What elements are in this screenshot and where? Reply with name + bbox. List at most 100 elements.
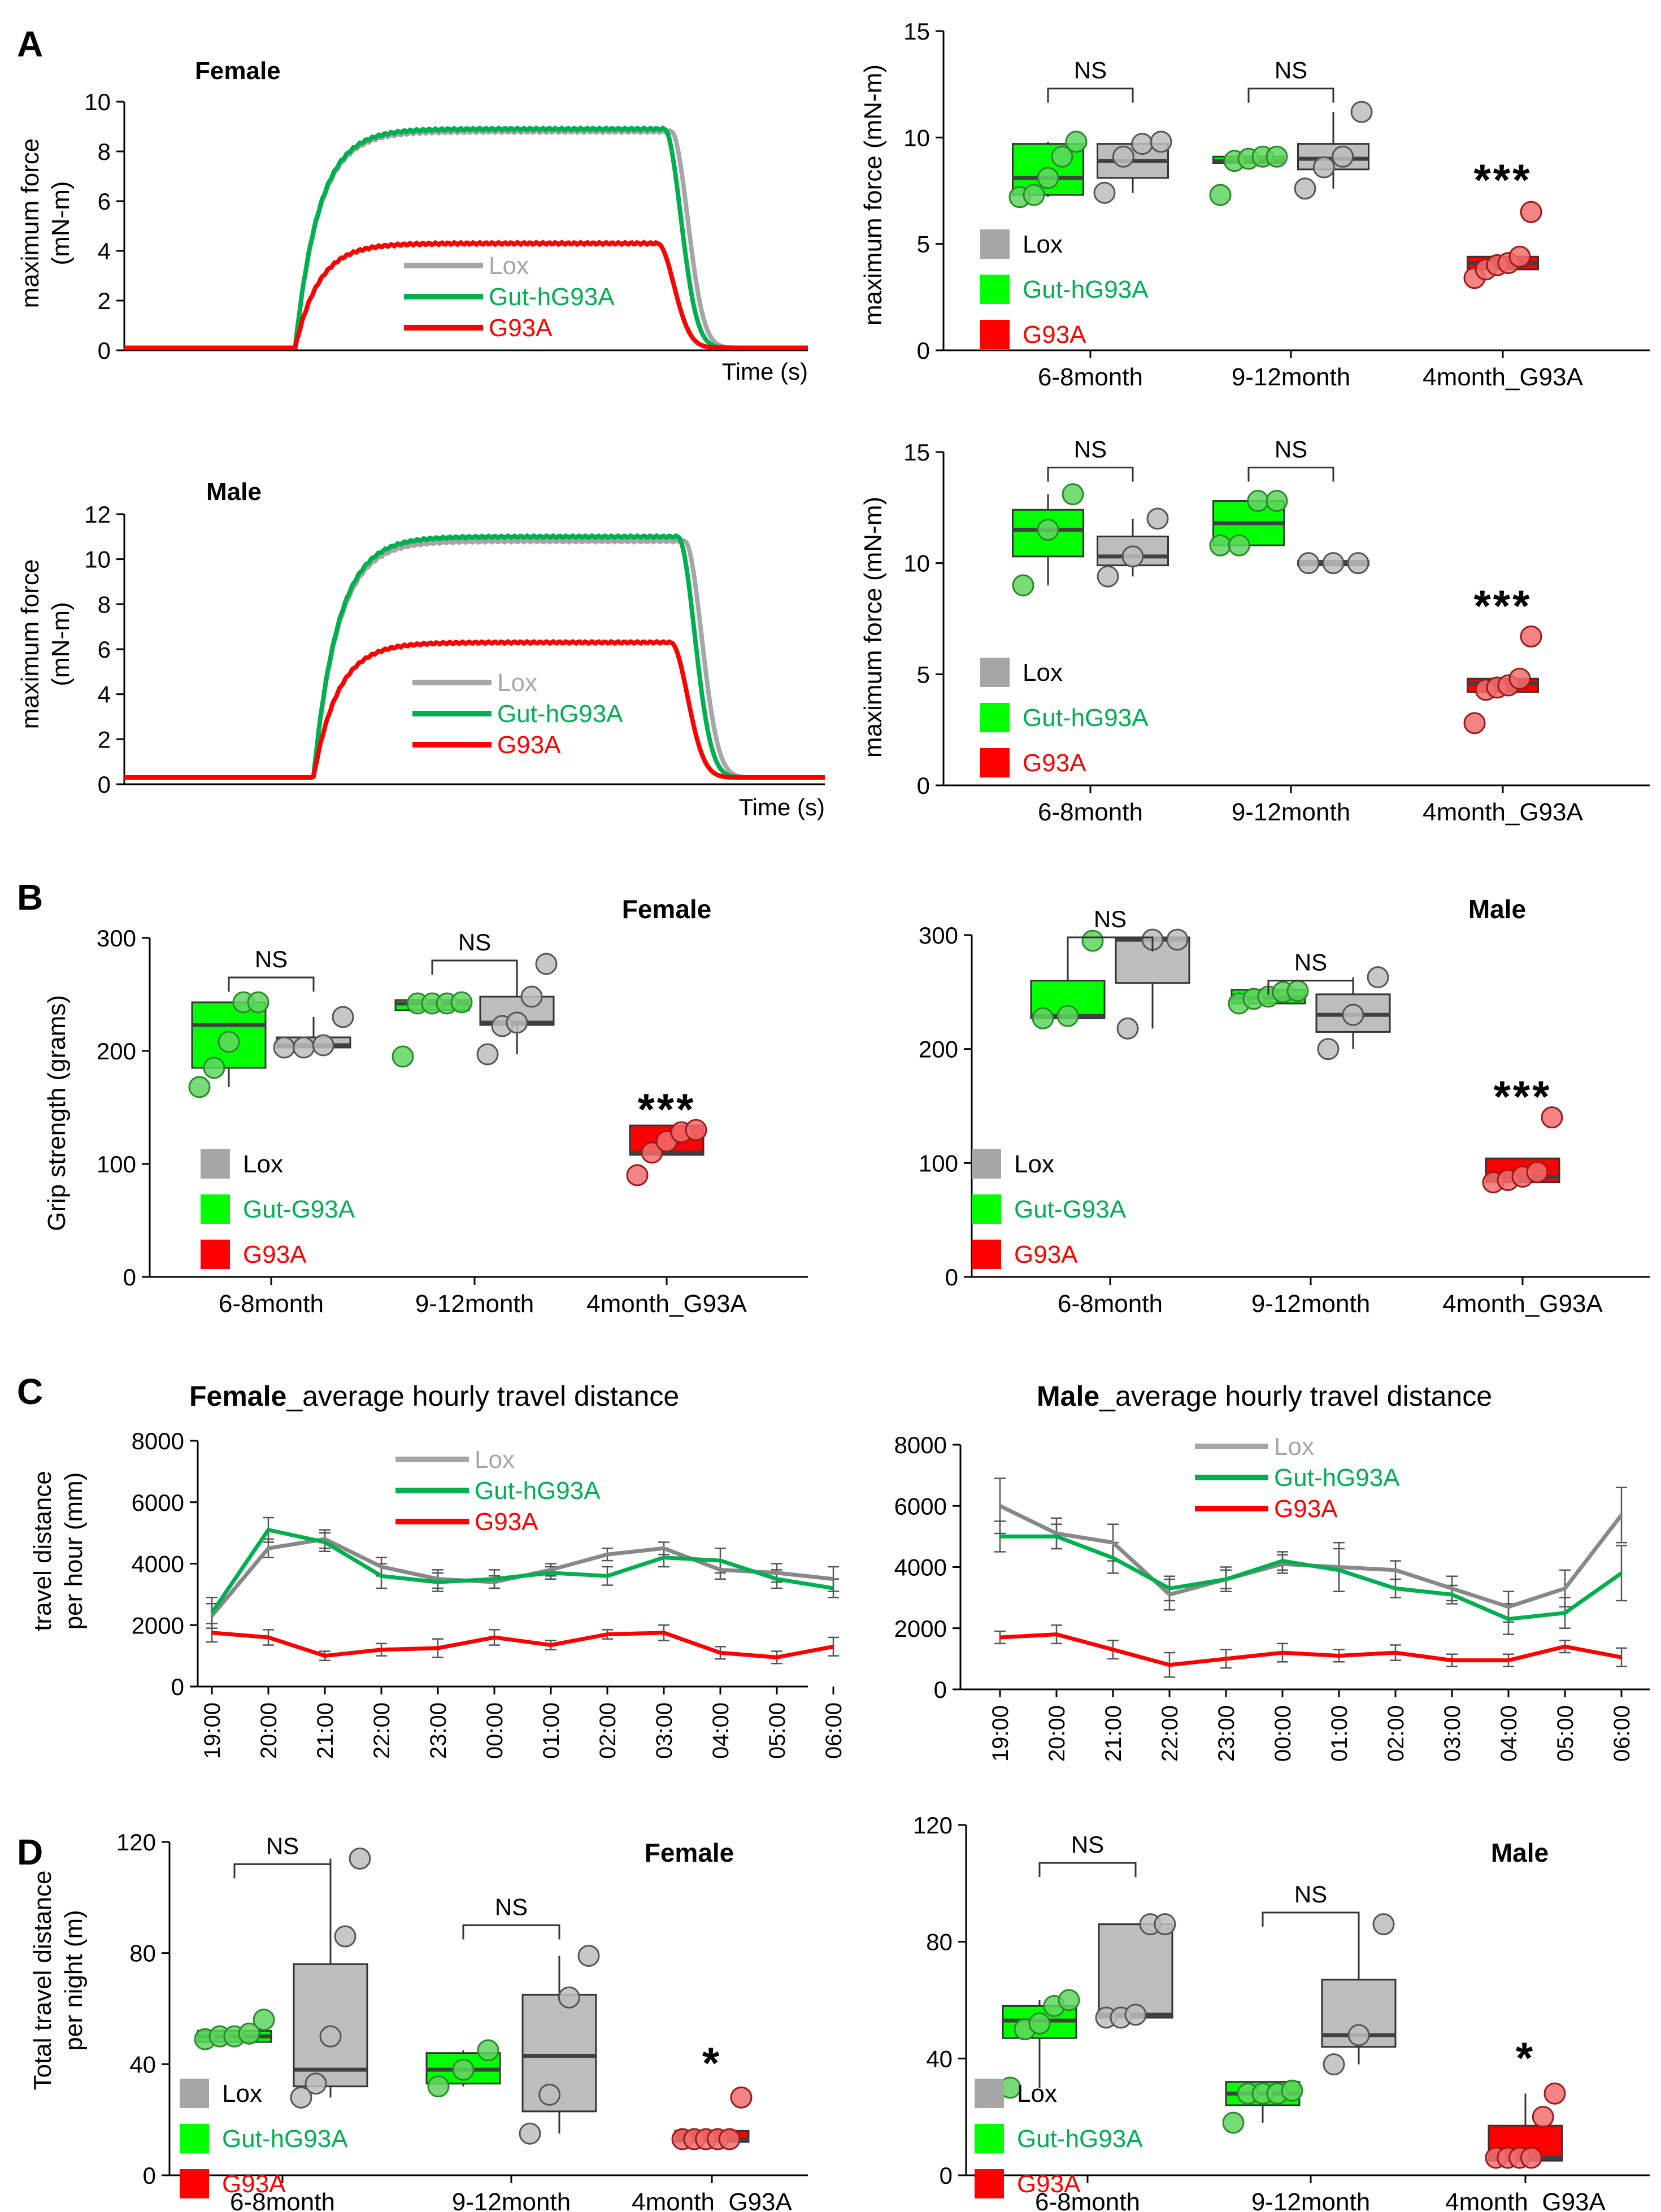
data-point bbox=[558, 1986, 580, 2009]
legend-label: G93A bbox=[243, 1241, 307, 1268]
x-tick-label: 20:00 bbox=[1045, 1705, 1069, 1762]
y-tick-label: 0 bbox=[123, 1264, 136, 1290]
ns-bracket bbox=[1067, 936, 1154, 952]
data-point bbox=[1541, 1106, 1563, 1129]
chart-c-male: Male_average hourly travel distance 0 200… bbox=[894, 1380, 1650, 1762]
ns-bracket bbox=[228, 976, 315, 992]
legend-label: G93A bbox=[475, 1508, 538, 1536]
legend-label: G93A bbox=[497, 731, 561, 759]
data-point bbox=[1342, 1003, 1364, 1026]
legend-swatch bbox=[980, 748, 1010, 777]
x-tick-label: 9-12month bbox=[1251, 1290, 1370, 1318]
ns-label: NS bbox=[266, 1832, 299, 1859]
panel-label-b: B bbox=[17, 877, 43, 918]
ns-bracket bbox=[1262, 1911, 1360, 1927]
y-tick-label: 2000 bbox=[894, 1615, 947, 1642]
y-tick-label: 80 bbox=[129, 1940, 156, 1967]
y-tick-label: 10 bbox=[903, 124, 930, 151]
y-axis-label: maximum force (mN-m) bbox=[859, 64, 887, 325]
chart-title-rest: _average hourly travel distance bbox=[1099, 1380, 1492, 1412]
y-tick-label: 0 bbox=[171, 1674, 184, 1700]
data-point bbox=[1037, 167, 1059, 189]
data-point bbox=[1347, 552, 1369, 575]
significance-label: *** bbox=[1473, 581, 1532, 631]
data-point bbox=[238, 2022, 260, 2045]
data-point bbox=[1508, 667, 1531, 690]
x-tick-label: 04:00 bbox=[708, 1702, 733, 1759]
series-line-gut-hg93a bbox=[210, 1527, 834, 1614]
ns-bracket bbox=[1247, 467, 1334, 482]
legend-label: Gut-hG93A bbox=[475, 1477, 601, 1505]
x-tick-label: 21:00 bbox=[313, 1702, 338, 1759]
series-line-g93a bbox=[211, 1631, 834, 1659]
chart-title: Female bbox=[645, 1838, 734, 1867]
x-tick-label: 06:00 bbox=[821, 1702, 846, 1759]
x-tick-label: 23:00 bbox=[426, 1702, 451, 1759]
data-point bbox=[1012, 574, 1034, 597]
y-axis-label: Grip strength (grams) bbox=[43, 995, 71, 1231]
series-line-gut-hg93a bbox=[124, 125, 808, 350]
chart-a-male-box: maximum force (mN-m) 0 5 10 15 6-8month 9-12m… bbox=[859, 436, 1650, 826]
data-point bbox=[349, 1848, 371, 1870]
x-tick-label: 01:00 bbox=[539, 1702, 564, 1759]
data-point bbox=[1266, 145, 1288, 168]
y-tick-label: 80 bbox=[926, 1929, 953, 1955]
y-tick-label: 4 bbox=[98, 238, 111, 264]
legend-swatch bbox=[975, 2124, 1004, 2153]
legend-swatch bbox=[980, 658, 1010, 687]
panel-label-c: C bbox=[17, 1371, 43, 1412]
x-tick-label: 6-8month bbox=[219, 1290, 324, 1318]
ns-label: NS bbox=[255, 946, 288, 972]
ns-bracket bbox=[1038, 1862, 1137, 1878]
series-line-gut-hg93a bbox=[124, 533, 825, 780]
x-tick-label: 9-12month bbox=[1232, 363, 1350, 391]
legend-swatch bbox=[201, 1194, 230, 1224]
data-point bbox=[1065, 131, 1088, 153]
y-tick-label: 4000 bbox=[132, 1551, 184, 1577]
y-tick-label: 0 bbox=[143, 2162, 156, 2189]
y-tick-label: 0 bbox=[934, 1676, 947, 1703]
y-tick-label: 2 bbox=[98, 288, 111, 314]
legend-label: Gut-hG93A bbox=[489, 283, 615, 311]
data-point bbox=[685, 1119, 707, 1141]
y-tick-label: 4000 bbox=[894, 1554, 947, 1581]
y-tick-label: 120 bbox=[116, 1829, 156, 1855]
data-point bbox=[1322, 552, 1345, 575]
data-point bbox=[1023, 184, 1045, 206]
x-tick-label: 05:00 bbox=[765, 1702, 790, 1759]
chart-title: Female bbox=[622, 894, 712, 924]
x-tick-label: 4month_G93A bbox=[586, 1290, 747, 1318]
legend-label: Lox bbox=[1017, 2080, 1057, 2107]
data-point bbox=[203, 1057, 225, 1079]
significance-label: *** bbox=[1493, 1072, 1551, 1122]
y-tick-label: 2000 bbox=[132, 1612, 184, 1639]
data-point bbox=[626, 1164, 649, 1187]
x-tick-label: 21:00 bbox=[1101, 1705, 1126, 1762]
legend-label: Lox bbox=[1023, 659, 1063, 686]
data-point bbox=[1146, 507, 1169, 530]
data-point bbox=[1056, 1005, 1079, 1027]
x-tick-label: 02:00 bbox=[1384, 1705, 1408, 1762]
ns-label: NS bbox=[495, 1894, 528, 1920]
ns-label: NS bbox=[1074, 436, 1107, 463]
legend-label: Lox bbox=[243, 1150, 283, 1178]
data-point bbox=[641, 1141, 663, 1164]
y-axis-label: maximum force bbox=[16, 138, 44, 308]
ns-bracket bbox=[1247, 88, 1334, 103]
series-line-gut-hg93a bbox=[1000, 1534, 1623, 1622]
data-point bbox=[1028, 2012, 1051, 2035]
legend-swatch bbox=[972, 1240, 1001, 1269]
data-point bbox=[293, 1036, 315, 1059]
data-point bbox=[1347, 2024, 1370, 2046]
ns-bracket bbox=[462, 1924, 560, 1940]
box-lox bbox=[293, 1963, 368, 2088]
chart-title: Male bbox=[1468, 894, 1526, 924]
legend-label: Gut-hG93A bbox=[1023, 704, 1149, 732]
x-tick-label: 03:00 bbox=[652, 1702, 677, 1759]
significance-label: * bbox=[1516, 2033, 1535, 2083]
data-point bbox=[577, 1945, 600, 1967]
legend-swatch bbox=[980, 703, 1010, 732]
ns-label: NS bbox=[1294, 1881, 1327, 1907]
y-tick-label: 200 bbox=[919, 1036, 958, 1063]
